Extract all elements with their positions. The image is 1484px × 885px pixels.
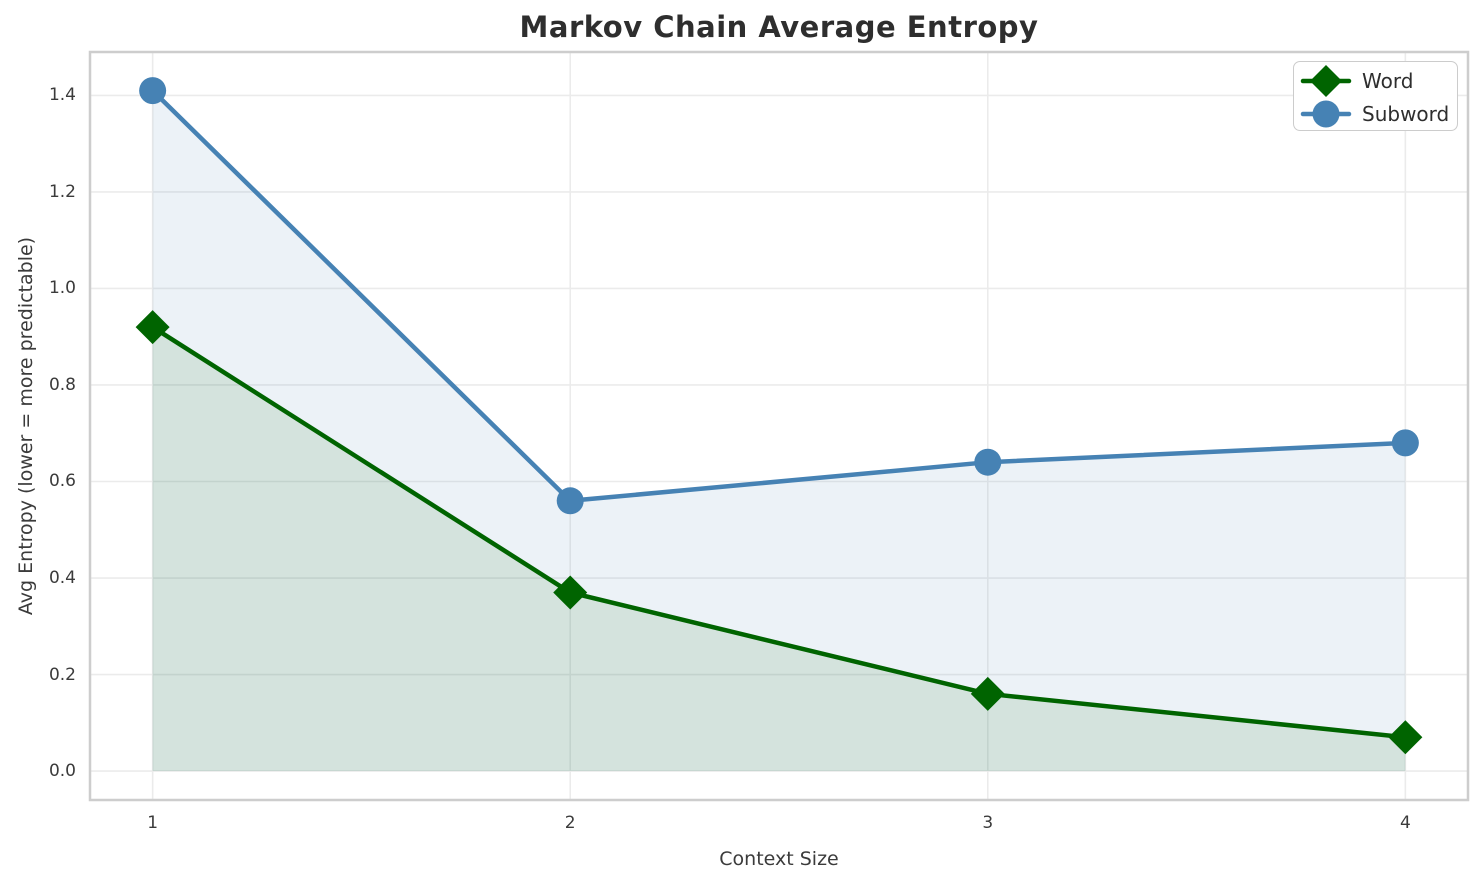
legend-item-subword: Subword [1300,97,1450,130]
legend: Word Subword [1293,61,1458,131]
x-tick-label: 3 [982,813,994,833]
y-axis-label: Avg Entropy (lower = more predictable) [15,236,37,616]
subword-point-marker [556,487,584,515]
x-tick-label: 4 [1399,813,1411,833]
subword-line [150,88,1408,504]
word-legend-marker [1310,64,1342,97]
word-line [150,324,1408,740]
y-tick-label: 0.6 [48,471,76,492]
y-tick-label: 0.0 [48,761,76,782]
subword-point-marker [1391,429,1419,457]
y-tick-label: 0.4 [48,568,76,588]
y-tick-label: 1.4 [48,85,76,106]
y-tick-label: 1.0 [48,278,76,299]
x-axis-label: Context Size [719,848,839,870]
word-point-marker [970,676,1005,711]
x-tick-label: 2 [564,813,576,833]
legend-label-subword: Subword [1362,101,1450,126]
word-area [152,327,1406,772]
y-tick-label: 0.2 [48,664,76,685]
subword-area [152,90,1406,772]
chart-title: Markov Chain Average Entropy [519,10,1039,44]
subword-circle-swatch-icon [1300,100,1352,127]
y-tick-label: 0.8 [48,374,76,395]
y-tick-label: 1.2 [48,181,76,202]
word-point-marker [553,575,588,610]
legend-label-word: Word [1362,68,1414,93]
subword-point-marker [139,77,167,105]
legend-item-word: Word [1300,64,1449,97]
plot-border [88,50,1470,802]
subword-point-marker [974,448,1002,476]
word-point-marker [1388,720,1423,755]
word-point-marker [135,310,170,345]
word-diamond-swatch-icon [1300,64,1352,97]
subword-legend-marker [1312,100,1340,127]
x-tick-label: 1 [147,813,159,833]
